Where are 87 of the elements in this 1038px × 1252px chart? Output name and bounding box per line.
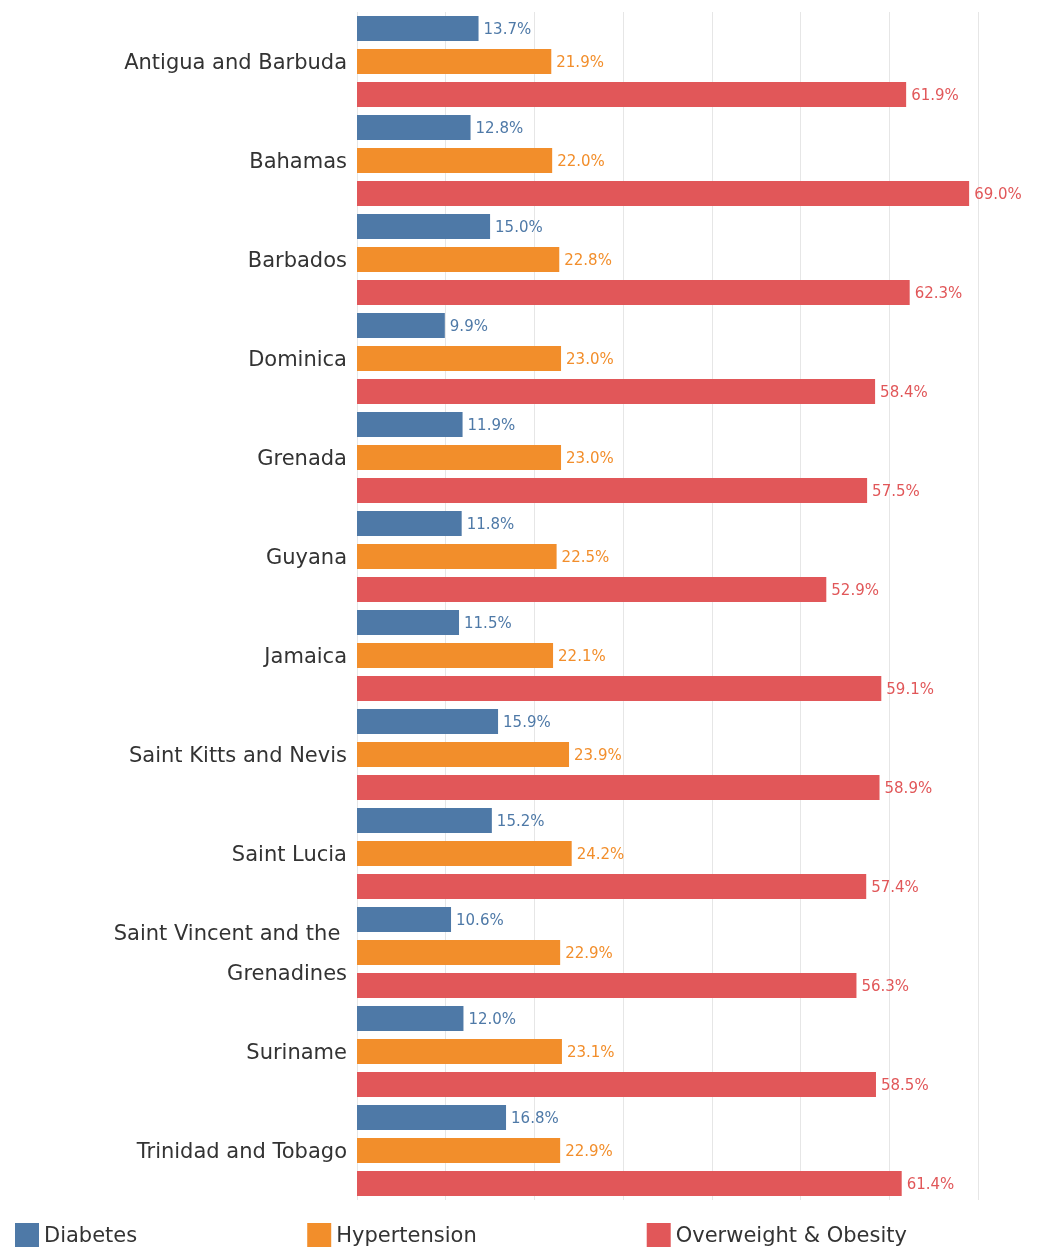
bar [357, 214, 491, 239]
data-label: 22.8% [564, 250, 612, 269]
data-label: 23.9% [574, 745, 622, 764]
data-label: 52.9% [831, 580, 879, 599]
y-tick-label: Grenada [257, 445, 347, 470]
bar [357, 610, 460, 635]
data-label: 57.4% [871, 877, 919, 896]
y-tick-label: Suriname [246, 1039, 347, 1064]
bar [357, 874, 867, 899]
bar [357, 478, 868, 503]
data-label: 62.3% [914, 283, 963, 302]
bar [357, 775, 880, 800]
bar [357, 1105, 507, 1130]
data-label: 15.9% [503, 712, 551, 731]
data-label: 11.9% [467, 415, 516, 434]
data-label: 11.5% [464, 613, 512, 632]
y-tick-label: Barbados [247, 247, 347, 272]
data-label: 58.9% [884, 778, 933, 797]
data-label: 23.1% [566, 1042, 615, 1061]
legend-label: Diabetes [44, 1223, 138, 1247]
data-label: 22.1% [558, 646, 606, 665]
bar [357, 1171, 902, 1196]
data-label: 15.0% [495, 217, 543, 236]
y-tick-label: Jamaica [262, 643, 347, 668]
bar [357, 577, 827, 602]
bar [357, 346, 562, 371]
bar [357, 1072, 876, 1097]
y-tick-label: Dominica [248, 346, 347, 371]
data-label: 22.9% [565, 943, 613, 962]
data-label: 21.9% [556, 52, 604, 71]
bar [357, 82, 907, 107]
bar [357, 742, 570, 767]
data-label: 61.9% [911, 85, 959, 104]
data-label: 56.3% [861, 976, 910, 995]
data-label: 11.8% [466, 514, 515, 533]
data-label: 22.9% [565, 1141, 613, 1160]
bar [357, 1138, 561, 1163]
bar [357, 181, 970, 206]
bar [357, 148, 553, 173]
data-label: 10.6% [456, 910, 504, 929]
data-label: 16.8% [511, 1108, 559, 1127]
legend-label: Overweight & Obesity [675, 1223, 907, 1247]
y-tick-label: Antigua and Barbuda [124, 49, 347, 74]
data-label: 58.5% [880, 1075, 929, 1094]
bar [357, 544, 557, 569]
data-label: 23.0% [566, 448, 614, 467]
bar [357, 676, 882, 701]
bar [357, 280, 910, 305]
data-label: 9.9% [449, 316, 488, 335]
data-label: 22.5% [561, 547, 610, 566]
y-tick-label: Bahamas [249, 148, 347, 173]
y-tick-label: Saint Lucia [231, 841, 347, 866]
bar [357, 445, 562, 470]
bar [357, 379, 876, 404]
data-label: 12.0% [468, 1009, 517, 1028]
bar [357, 973, 857, 998]
bar [357, 49, 552, 74]
y-tick-label: Saint Vincent and the Grenadines [113, 920, 347, 985]
bar [357, 940, 561, 965]
data-label: 12.8% [475, 118, 524, 137]
data-label: 15.2% [496, 811, 545, 830]
data-label: 59.1% [886, 679, 934, 698]
y-tick-label: Guyana [265, 544, 347, 569]
bar [357, 808, 492, 833]
data-label: 57.5% [872, 481, 920, 500]
bar [357, 1039, 562, 1064]
data-label: 24.2% [576, 844, 625, 863]
bar [357, 313, 445, 338]
legend-label: Hypertension [336, 1223, 477, 1247]
bar [357, 247, 560, 272]
bar [357, 115, 471, 140]
bar [357, 907, 452, 932]
data-label: 61.4% [906, 1174, 955, 1193]
bar [357, 841, 572, 866]
y-tick-label: Saint Kitts and Nevis [129, 742, 347, 767]
bar [357, 1006, 464, 1031]
data-label: 58.4% [880, 382, 928, 401]
bar [357, 643, 554, 668]
bar [357, 16, 479, 41]
bar [357, 412, 463, 437]
bar [357, 709, 499, 734]
y-tick-label: Trinidad and Tobago [135, 1138, 347, 1163]
data-label: 23.0% [566, 349, 614, 368]
data-label: 69.0% [974, 184, 1022, 203]
bar [357, 511, 462, 536]
data-label: 22.0% [557, 151, 605, 170]
data-label: 13.7% [483, 19, 532, 38]
